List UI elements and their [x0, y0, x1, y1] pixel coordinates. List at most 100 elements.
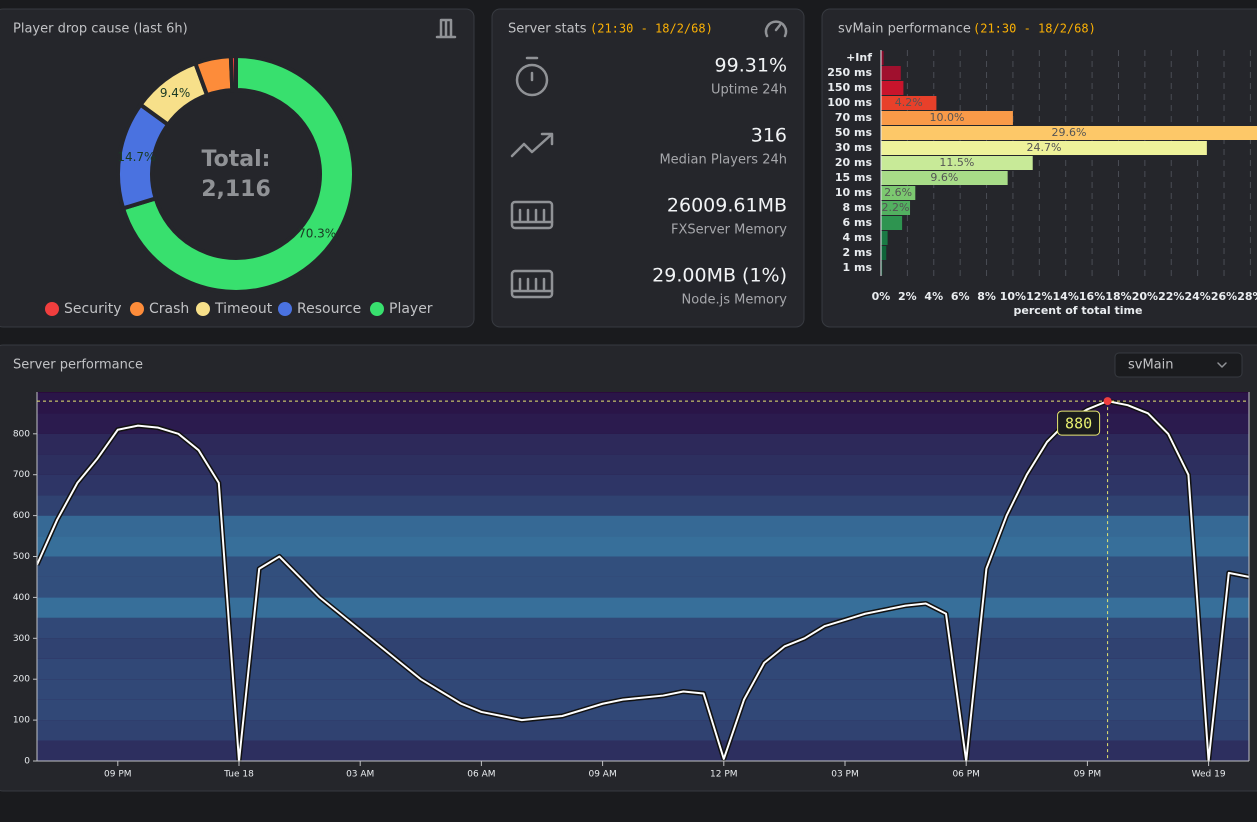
title: Server performance [13, 358, 143, 373]
x-tick-label: 09 PM [1074, 770, 1102, 780]
y-tick-label: 15 ms [835, 171, 873, 184]
x-tick-label: 22% [1158, 290, 1184, 303]
bar-label: 4.2% [895, 96, 923, 109]
x-tick-label: 12% [1026, 290, 1052, 303]
x-tick-label: 20% [1132, 290, 1158, 303]
bar-label: 10.0% [929, 111, 964, 124]
tooltip-bg [1057, 410, 1101, 436]
center-value: 2,116 [201, 177, 271, 202]
legend-label: Security [64, 301, 122, 317]
y-tick-label: 8 ms [843, 201, 873, 214]
bar-label: 24.7% [1026, 141, 1061, 154]
bar-label: 2.2% [882, 201, 910, 214]
bar [881, 201, 911, 215]
bar [881, 51, 884, 65]
y-tick-label: 150 ms [827, 81, 872, 94]
y-tick-label: 100 ms [827, 96, 872, 109]
x-tick-label: 09 AM [588, 770, 616, 780]
x-tick-label: 6% [951, 290, 970, 303]
y-tick-label: +Inf [846, 51, 872, 64]
stat-label: Uptime 24h [711, 83, 787, 98]
x-tick-label: 8% [977, 290, 996, 303]
x-tick-label: 10% [1000, 290, 1026, 303]
y-tick-label: 100 [13, 716, 30, 726]
y-tick-label: 500 [13, 552, 30, 562]
x-tick-label: 06 PM [952, 770, 980, 780]
y-tick-label: 250 ms [827, 66, 872, 79]
selector-label[interactable]: svMain [1128, 358, 1174, 373]
x-tick-label: Wed 19 [1192, 770, 1226, 780]
x-tick-label: 06 AM [467, 770, 495, 780]
legend-swatch [370, 302, 384, 316]
slice-label: 9.4% [160, 86, 191, 100]
legend-swatch [45, 302, 59, 316]
chevron [1217, 362, 1227, 368]
legend-swatch [278, 302, 292, 316]
y-tick-label: 70 ms [835, 111, 873, 124]
x-tick-label: 18% [1105, 290, 1131, 303]
heat-band [37, 495, 1249, 516]
bar [881, 66, 901, 80]
heat-band [37, 679, 1249, 700]
legend-label: Resource [297, 301, 361, 317]
y-tick-label: 20 ms [835, 156, 873, 169]
bar [881, 81, 904, 95]
bar [881, 246, 887, 260]
stat-icons [510, 56, 554, 299]
legend-swatch [196, 302, 210, 316]
legend-label: Player [389, 301, 433, 317]
gauge-icon [764, 20, 788, 38]
x-axis-label: percent of total time [1014, 304, 1143, 317]
legend-label: Crash [149, 301, 189, 317]
x-tick-label: 24% [1184, 290, 1210, 303]
bars [880, 50, 1257, 276]
x-tick-label: 03 AM [346, 770, 374, 780]
bar-label: 29.6% [1052, 126, 1087, 139]
legend-label: Timeout [214, 301, 273, 317]
heat-band [37, 413, 1249, 434]
x-tick-label: 0% [872, 290, 891, 303]
heat-band [37, 597, 1249, 618]
stat-value: 26009.61MB [667, 195, 787, 217]
bar [881, 231, 888, 245]
stat-label: Median Players 24h [659, 153, 787, 168]
bar [881, 111, 1013, 125]
y-tick-label: 0 [24, 757, 30, 767]
center-title: Total: [202, 147, 271, 172]
bar [881, 186, 916, 200]
stat-label: Node.js Memory [682, 293, 788, 308]
slice-label: 70.3% [298, 227, 336, 241]
heat-band [37, 638, 1249, 659]
bar [881, 96, 937, 110]
y-tick-label: 300 [13, 634, 30, 644]
stat-value: 316 [751, 125, 787, 147]
y-tick-label: 800 [13, 429, 30, 439]
y-tick-label: 400 [13, 593, 30, 603]
heat-band [37, 433, 1249, 455]
y-tick-label: 1 ms [843, 261, 873, 274]
timestamp: (21:30 - 18/2/68) [590, 22, 713, 36]
heat-band [37, 392, 1249, 414]
hover-point [1103, 397, 1112, 406]
heat-band [37, 720, 1249, 741]
selector[interactable] [1114, 352, 1243, 378]
stat-label: FXServer Memory [671, 223, 787, 238]
tooltip-label: 880 [1065, 415, 1092, 433]
bar-label: 2.6% [884, 186, 912, 199]
heat-band [37, 454, 1249, 475]
bar-label: 11.5% [939, 156, 974, 169]
stats-panel [491, 8, 805, 328]
x-tick-label: 03 PM [831, 770, 859, 780]
legend-swatch [130, 302, 144, 316]
x-tick-label: Tue 18 [223, 770, 254, 780]
heat-band [37, 556, 1249, 577]
x-tick-label: 2% [898, 290, 917, 303]
heat-band [37, 515, 1249, 537]
heat-band [37, 576, 1249, 598]
y-tick-label: 50 ms [835, 126, 873, 139]
y-tick-label: 10 ms [835, 186, 873, 199]
y-tick-label: 700 [13, 470, 30, 480]
x-tick-label: 14% [1053, 290, 1079, 303]
donut-slice [120, 53, 356, 294]
